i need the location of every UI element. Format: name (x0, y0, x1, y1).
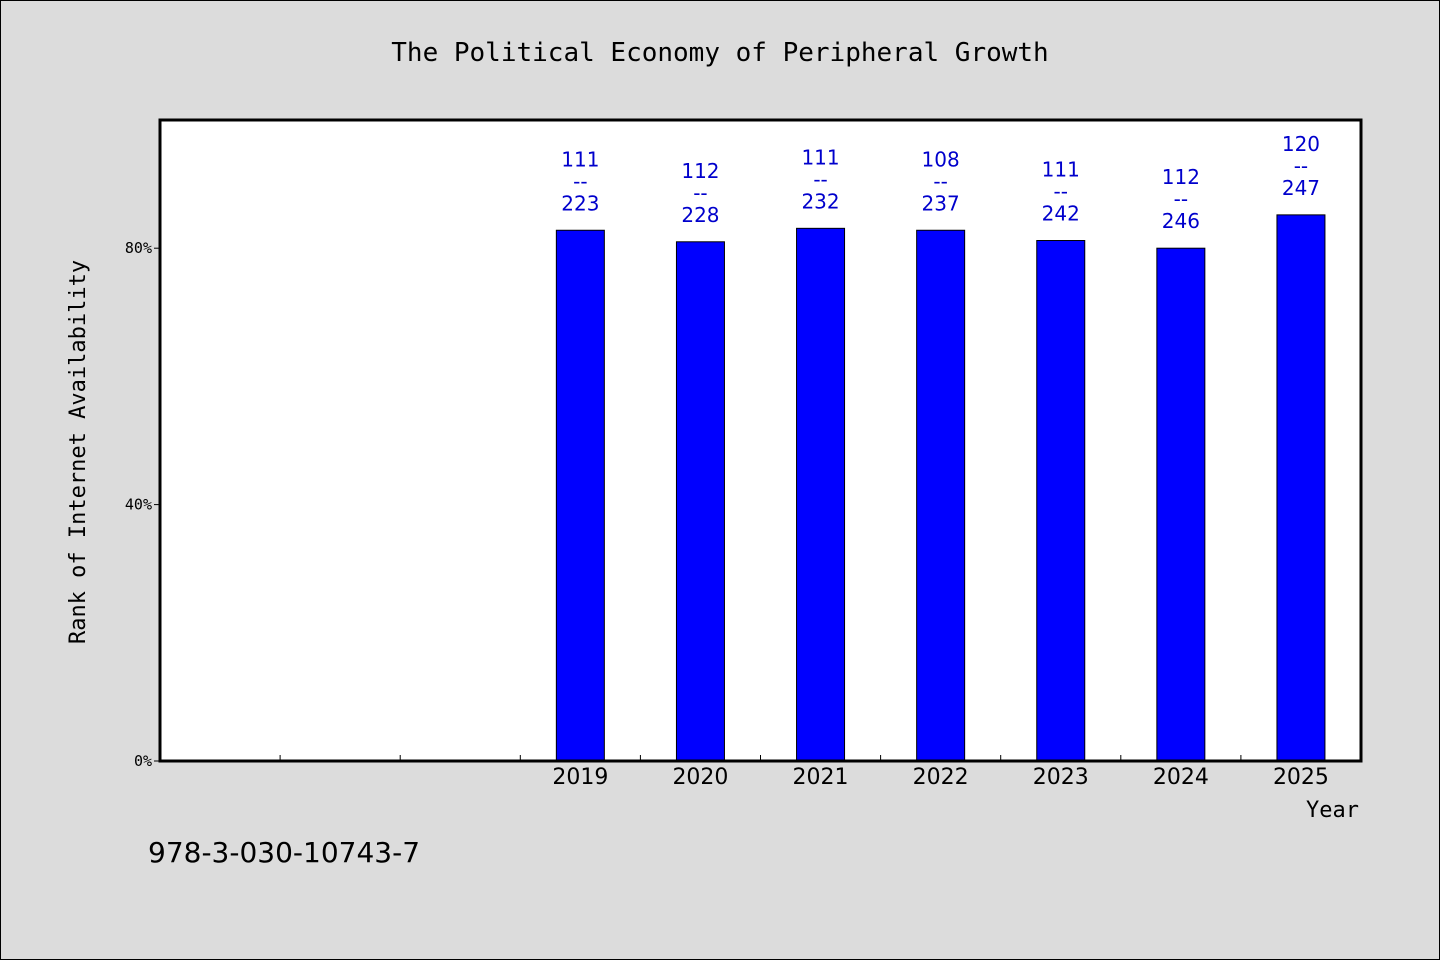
bar-2024 (1156, 247, 1206, 762)
data-label-2022-top: 108 (922, 147, 960, 171)
data-label-2019-sep: -- (573, 169, 587, 193)
x-tick-label: 2019 (552, 765, 608, 790)
x-tick-label: 2021 (793, 765, 849, 790)
x-tick-label: 2024 (1153, 765, 1209, 790)
data-label-2020-sep: -- (693, 181, 707, 205)
x-axis-label: Year (1306, 798, 1359, 823)
bar-2025 (1276, 214, 1326, 762)
data-label-2021-bottom: 232 (801, 189, 839, 213)
data-label-2021-top: 111 (801, 145, 839, 169)
bar-2023 (1036, 240, 1086, 762)
y-axis-label: Rank of Internet Availability (66, 260, 91, 644)
data-label-2020-bottom: 228 (681, 203, 719, 227)
data-label-2023-top: 111 (1042, 158, 1080, 182)
data-labels-layer: 111--223112--228111--232108--237111--242… (561, 132, 1320, 233)
data-label-2022-bottom: 237 (922, 191, 960, 215)
data-label-2024-top: 112 (1162, 165, 1200, 189)
x-tick-label: 2025 (1273, 765, 1329, 790)
y-tick-label: 40% (125, 496, 152, 514)
data-label-2025-bottom: 247 (1282, 176, 1320, 200)
x-tick-label: 2023 (1033, 765, 1089, 790)
data-label-2025-sep: -- (1294, 154, 1308, 178)
data-label-2023-sep: -- (1054, 180, 1068, 204)
bar-2019 (555, 229, 605, 762)
bars-layer (555, 214, 1326, 762)
ticks-layer: 0% 40% 80% 2019 2020 2021 2022 2023 2024 2025 (125, 239, 1329, 790)
plot-border (158, 118, 1363, 763)
data-label-2023-bottom: 242 (1042, 202, 1080, 226)
bar-2022 (916, 229, 966, 762)
chart-title: The Political Economy of Peripheral Grow… (391, 38, 1048, 68)
isbn-footer: 978-3-030-10743-7 (148, 836, 420, 869)
data-label-2024-sep: -- (1174, 187, 1188, 211)
x-tick-label: 2020 (672, 765, 728, 790)
y-tick-label: 80% (125, 239, 152, 257)
y-tick-label: 0% (134, 752, 152, 770)
data-label-2021-sep: -- (813, 167, 827, 191)
data-label-2019-top: 111 (561, 147, 599, 171)
bar-2021 (796, 227, 846, 762)
data-label-2024-bottom: 246 (1162, 209, 1200, 233)
bar-2020 (675, 241, 725, 762)
data-label-2025-top: 120 (1282, 132, 1320, 156)
data-label-2020-top: 112 (681, 159, 719, 183)
x-tick-label: 2022 (913, 765, 969, 790)
data-label-2022-sep: -- (933, 169, 947, 193)
data-label-2019-bottom: 223 (561, 191, 599, 215)
